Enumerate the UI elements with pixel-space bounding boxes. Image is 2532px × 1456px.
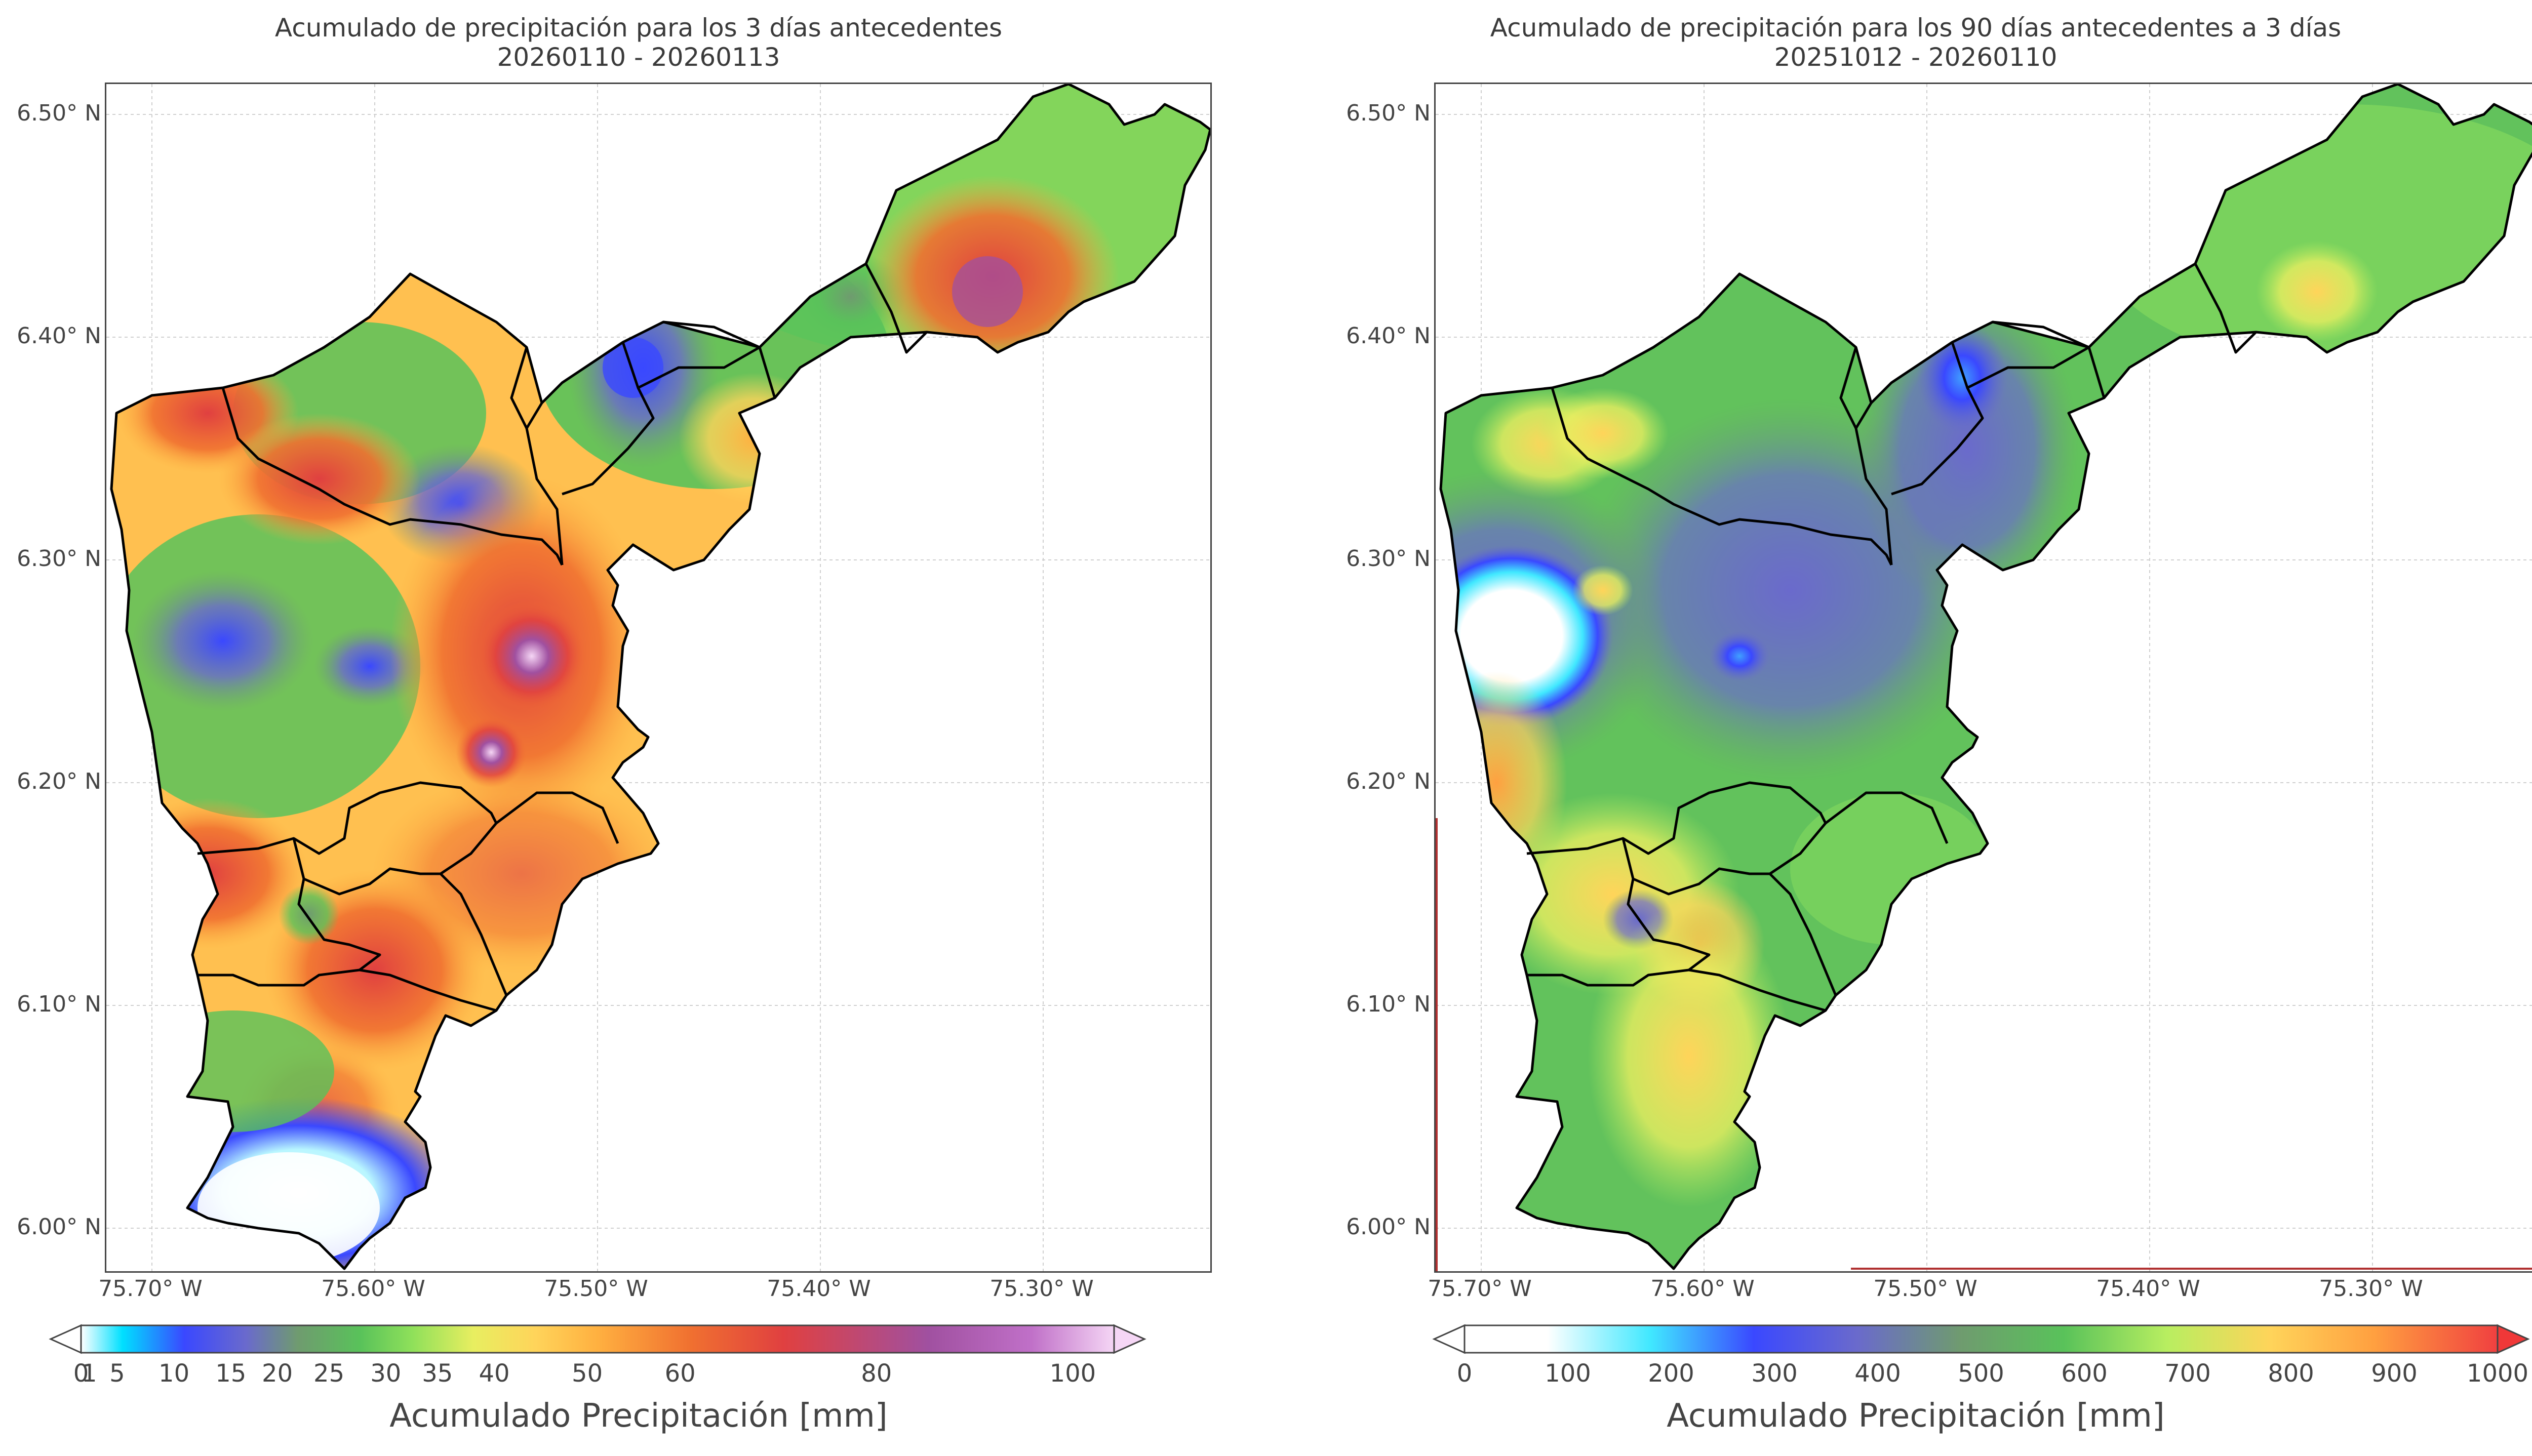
colorbar-tick-label: 100 [1545,1359,1591,1388]
lon-label: 75.60° W [1650,1276,1755,1302]
colorbar-strip [1432,1324,2530,1354]
map-title-line2: 20260110 - 20260113 [497,43,780,72]
colorbar-tick-label: 35 [422,1359,453,1388]
lon-label: 75.70° W [1428,1276,1532,1302]
lat-label: 6.20° N [1346,769,1431,794]
map-area [1434,83,2532,1273]
colorbar-tick-label: 400 [1854,1359,1901,1388]
colorbar-tick-label: 1 [82,1359,97,1388]
lon-label: 75.30° W [990,1276,1094,1302]
colorbar-tick-label: 50 [572,1359,603,1388]
lon-label: 75.30° W [2319,1276,2423,1302]
colorbar-label: Acumulado Precipitación [mm] [389,1397,888,1435]
lon-label: 75.50° W [544,1276,648,1302]
lat-label: 6.30° N [1346,546,1431,572]
lat-label: 6.50° N [1346,100,1431,126]
lon-label: 75.40° W [767,1276,871,1302]
lat-label: 6.40° N [17,323,101,349]
lat-label: 6.00° N [1346,1214,1431,1240]
colorbar: 0 1 5 10 15 20 25 30 35 40 50 60 80 100 Acumulado Pre… [0,1316,1277,1456]
colorbar-tick-label: 700 [2164,1359,2211,1388]
precip-field [111,84,1210,1269]
colorbar-tick-label: 300 [1751,1359,1798,1388]
colorbar-tick-label: 800 [2268,1359,2314,1388]
colorbar-tick-label: 80 [861,1359,892,1388]
colorbar-tick-label: 600 [2061,1359,2108,1388]
colorbar-tick-label: 30 [370,1359,402,1388]
colorbar-tick-label: 25 [313,1359,345,1388]
lat-label: 6.00° N [17,1214,101,1240]
map-title: Acumulado de precipitación para los 3 dí… [0,13,1277,72]
map-panel-3day: Acumulado de precipitación para los 3 dí… [0,13,1277,1456]
colorbar-tick-label: 15 [215,1359,247,1388]
precip-field [1441,84,2532,1269]
lat-label: 6.10° N [1346,991,1431,1017]
colorbar-tick-label: 20 [262,1359,293,1388]
colorbar-tick-label: 900 [2371,1359,2418,1388]
colorbar-tick-label: 10 [159,1359,190,1388]
map-title: Acumulado de precipitación para los 90 d… [1277,13,2532,72]
map-title-line2: 20251012 - 20260110 [1774,43,2058,72]
lon-label: 75.60° W [321,1276,425,1302]
lat-label: 6.30° N [17,546,101,572]
colorbar-tick-label: 5 [109,1359,125,1388]
colorbar: 0 100 200 300 400 500 600 700 800 900 1000 Acumula… [1277,1316,2532,1456]
colorbar-tick-label: 100 [1049,1359,1096,1388]
precip-map-90day [1436,84,2532,1271]
colorbar-tick-label: 0 [1456,1359,1473,1388]
colorbar-tick-label: 1000 [2466,1359,2529,1388]
lon-label: 75.70° W [98,1276,203,1302]
map-title-line1: Acumulado de precipitación para los 90 d… [1490,13,2342,43]
precip-map-3day [106,84,1210,1271]
colorbar-strip [49,1324,1146,1354]
lat-label: 6.40° N [1346,323,1431,349]
map-area [105,83,1212,1273]
lon-label: 75.40° W [2096,1276,2200,1302]
colorbar-tick-label: 40 [479,1359,510,1388]
colorbar-tick-label: 0 [73,1359,89,1388]
lon-label: 75.50° W [1873,1276,1977,1302]
municipal-boundaries [1439,84,2532,1270]
lat-label: 6.20° N [17,769,101,794]
colorbar-label: Acumulado Precipitación [mm] [1667,1397,2165,1435]
colorbar-tick-label: 60 [664,1359,696,1388]
colorbar-tick-label: 200 [1648,1359,1694,1388]
lat-label: 6.50° N [17,100,101,126]
colorbar-tick-label: 500 [1958,1359,2004,1388]
map-title-line1: Acumulado de precipitación para los 3 dí… [274,13,1003,43]
lat-label: 6.10° N [17,991,101,1017]
map-panel-90day: Acumulado de precipitación para los 90 d… [1277,0,2532,1456]
municipal-boundaries [110,84,1210,1270]
